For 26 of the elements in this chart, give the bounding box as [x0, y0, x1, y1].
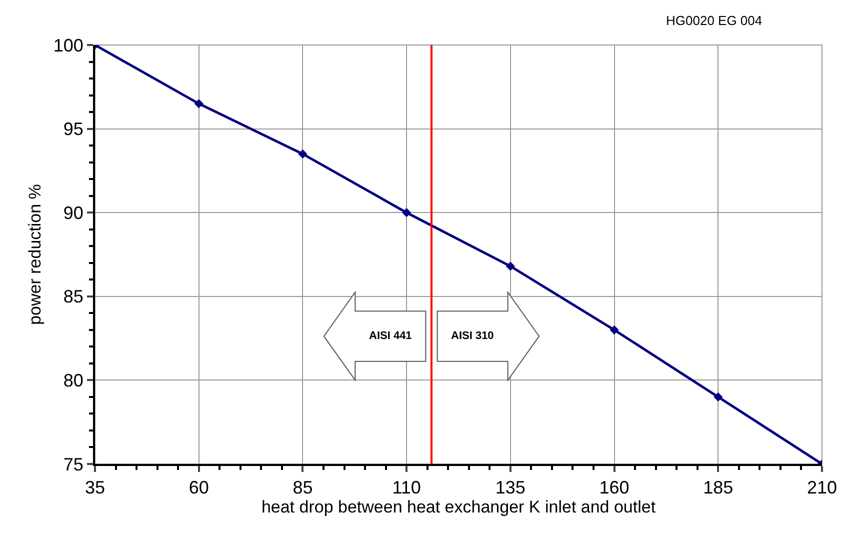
x-tick-label: 60	[188, 478, 209, 498]
x-axis-title: heat drop between heat exchanger K inlet and outlet	[261, 498, 656, 517]
x-tick-label: 110	[392, 478, 421, 498]
point	[402, 208, 412, 218]
y-tick-label: 90	[63, 202, 84, 223]
text: HG0020 EG 004	[666, 13, 762, 28]
point	[506, 262, 515, 271]
y-tick-label: 100	[53, 35, 84, 56]
line-series	[95, 45, 822, 464]
x-tick-label: 210	[806, 478, 838, 498]
y-tick-label: 85	[63, 286, 84, 307]
y-axis-title: power reduction %	[25, 184, 44, 325]
y-tick-label: 95	[63, 119, 84, 140]
x-tick-label: 185	[703, 478, 734, 498]
point	[298, 149, 308, 158]
x-tick-label: 85	[292, 478, 313, 498]
x-tick-label: 35	[84, 478, 106, 498]
y-tick-label: 80	[63, 370, 84, 390]
annotation: AISI 310	[451, 330, 494, 342]
y-tick-label: 75	[63, 454, 84, 474]
x-tick-label: 160	[599, 478, 630, 498]
point	[610, 325, 619, 334]
x-tick-label: 135	[495, 478, 526, 498]
point	[194, 99, 204, 108]
point	[714, 392, 723, 402]
annotation: AISI 441	[369, 330, 412, 342]
